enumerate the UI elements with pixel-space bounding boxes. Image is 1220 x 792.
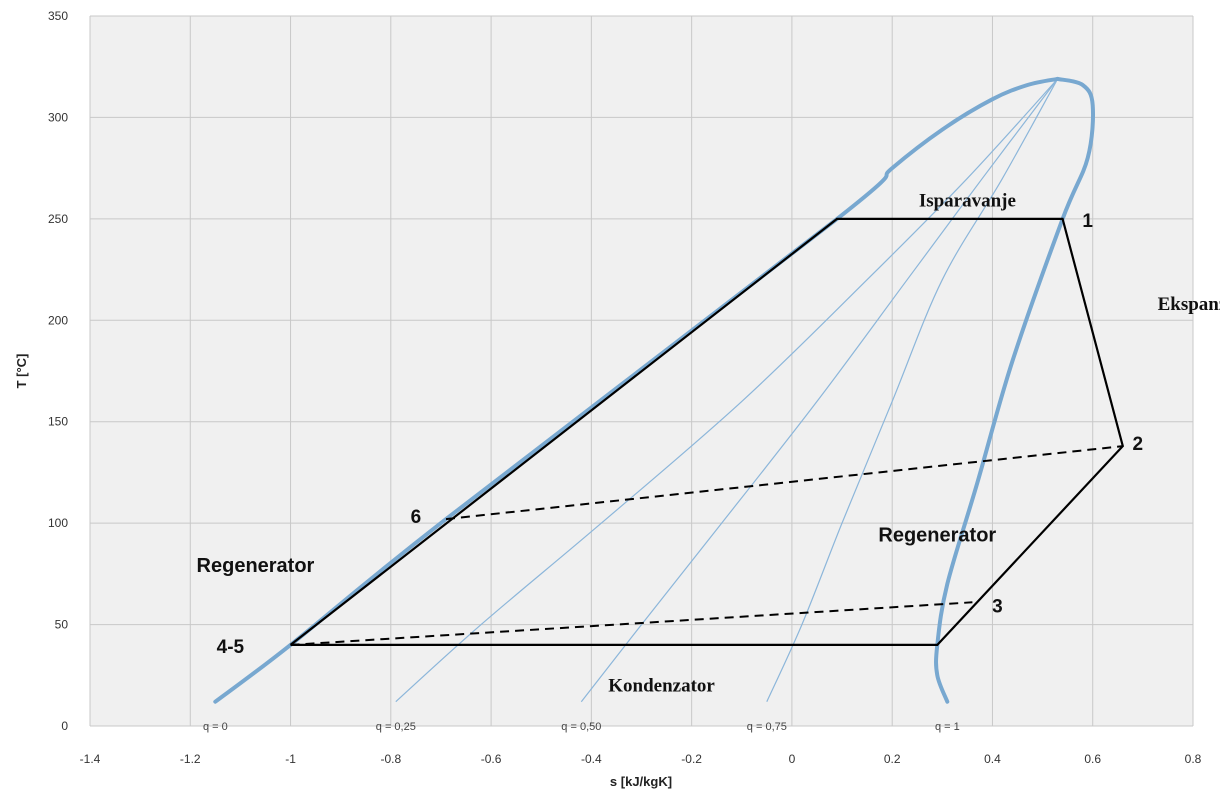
y-tick-label: 150 xyxy=(48,415,68,429)
quality-label: q = 1 xyxy=(935,721,960,733)
annotations: 1 2 3 4-5 6 Isparavanje Ekspanzija Kondenzator R… xyxy=(197,191,1220,697)
quality-line xyxy=(395,78,1059,703)
x-tick-label: -1.4 xyxy=(80,752,101,766)
x-tick-label: -0.8 xyxy=(380,752,401,766)
x-tick-label: 0.8 xyxy=(1185,752,1202,766)
x-tick-label: 0.4 xyxy=(984,752,1001,766)
y-tick-label: 250 xyxy=(48,212,68,226)
regenerator-dashed-line xyxy=(445,445,1123,521)
state-point-label: 6 xyxy=(411,507,422,528)
quality-label: q = 0,50 xyxy=(561,721,601,733)
quality-line xyxy=(580,78,1059,703)
quality-lines: q = 0 q = 0,25 q = 0,50 q = 0,75 q = 1 xyxy=(203,78,1059,733)
y-tick-label: 300 xyxy=(48,110,68,124)
x-tick-label: -0.4 xyxy=(581,752,602,766)
x-tick-label: -0.2 xyxy=(681,752,702,766)
y-tick-label: 350 xyxy=(48,9,68,23)
state-point-label: 2 xyxy=(1133,434,1144,455)
y-axis-title: T [°C] xyxy=(14,354,29,389)
quality-label: q = 0 xyxy=(203,721,228,733)
y-tick-label: 50 xyxy=(55,618,69,632)
quality-line xyxy=(766,78,1059,702)
state-point-label: 3 xyxy=(992,596,1003,617)
grid xyxy=(89,15,1194,727)
cycle-line xyxy=(289,217,1125,646)
x-tick-label: 0 xyxy=(789,752,796,766)
x-tick-label: -1 xyxy=(285,752,296,766)
x-tick-labels: -1.4 -1.2 -1 -0.8 -0.6 -0.4 -0.2 0 0.2 0.4 0.6 0.8 xyxy=(80,752,1202,766)
x-tick-label: -0.6 xyxy=(481,752,502,766)
regenerator-dashed-line xyxy=(290,601,973,646)
x-tick-label: 0.6 xyxy=(1084,752,1101,766)
y-tick-label: 200 xyxy=(48,313,68,327)
state-point-label: 1 xyxy=(1082,211,1093,232)
region-label: Regenerator xyxy=(197,555,315,577)
y-tick-labels: 0 50 100 150 200 250 300 350 xyxy=(48,9,68,733)
region-label: Regenerator xyxy=(878,524,996,546)
x-tick-label: 0.2 xyxy=(884,752,901,766)
x-tick-label: -1.2 xyxy=(180,752,201,766)
quality-label: q = 0,25 xyxy=(376,721,416,733)
quality-label: q = 0,75 xyxy=(747,721,787,733)
y-tick-label: 100 xyxy=(48,516,68,530)
process-label: Ekspanzija xyxy=(1158,294,1220,315)
y-tick-label: 0 xyxy=(61,719,68,733)
process-label: Kondenzator xyxy=(608,676,715,697)
x-axis-title: s [kJ/kgK] xyxy=(610,774,672,789)
cycle xyxy=(289,217,1125,646)
state-point-label: 4-5 xyxy=(217,637,245,658)
process-label: Isparavanje xyxy=(919,191,1016,212)
